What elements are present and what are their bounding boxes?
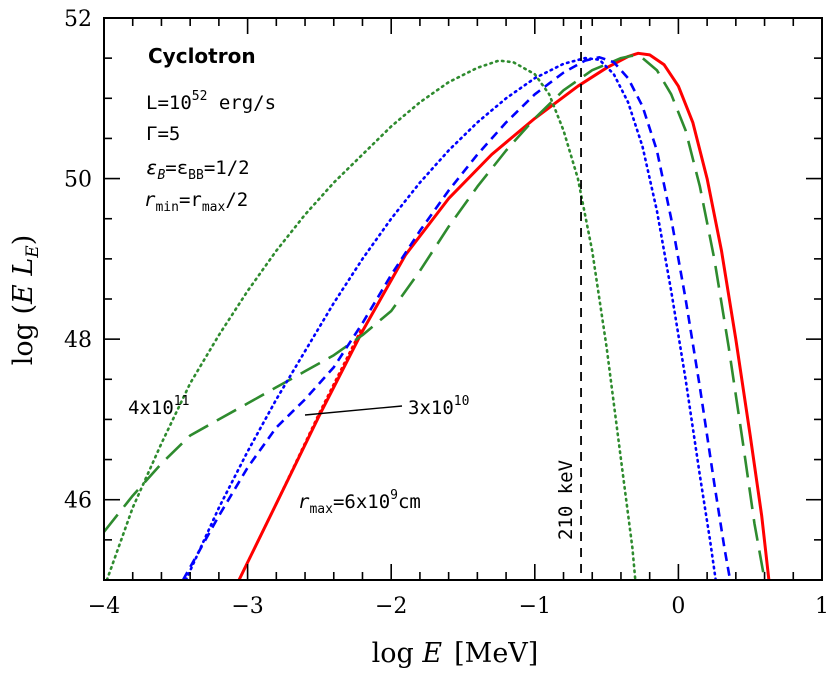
x-tick-label: 0 xyxy=(671,594,685,619)
series-line-3-dotted xyxy=(105,59,637,580)
y-axis-title: log (E LE) xyxy=(8,235,43,366)
annotation-epsilon: εB=εBB=1/2 xyxy=(146,157,250,183)
x-tick-label: −1 xyxy=(519,594,551,619)
x-tick-label: −4 xyxy=(88,594,120,619)
y-tick-label: 52 xyxy=(64,7,92,32)
ticklabel-layer: −4 −3 −2 −1 0 1 46 48 50 52 xyxy=(64,7,829,619)
label-blue-leader xyxy=(304,405,403,416)
series-line-1-dotted xyxy=(237,325,364,580)
series-line-2-longdash xyxy=(104,54,766,580)
x-tick-label: −3 xyxy=(231,594,263,619)
tick-layer xyxy=(103,17,823,581)
annotation-luminosity: L=1052 erg/s xyxy=(146,89,276,114)
annotation-radius-ratio: rmin=rmax/2 xyxy=(144,189,248,215)
label-green-series: 4x1011 xyxy=(128,394,189,419)
label-blue-series: 3x1010 xyxy=(408,394,469,419)
x-tick-label: −2 xyxy=(375,594,407,619)
y-tick-label: 48 xyxy=(64,328,92,353)
series-line-5-dotted xyxy=(184,56,717,580)
annotation-gamma: Γ=5 xyxy=(146,123,180,145)
label-red-series: rmax=6x109cm xyxy=(298,488,421,517)
x-tick-label: 1 xyxy=(815,594,829,619)
series-line-4-dashed xyxy=(181,56,732,580)
x-axis-title: log E [MeV] xyxy=(372,638,539,669)
vline-label: 210 keV xyxy=(555,460,577,540)
series-layer xyxy=(104,51,771,580)
y-tick-label: 46 xyxy=(64,489,92,514)
annotation-title: Cyclotron xyxy=(148,44,256,68)
y-tick-label: 50 xyxy=(64,168,92,193)
